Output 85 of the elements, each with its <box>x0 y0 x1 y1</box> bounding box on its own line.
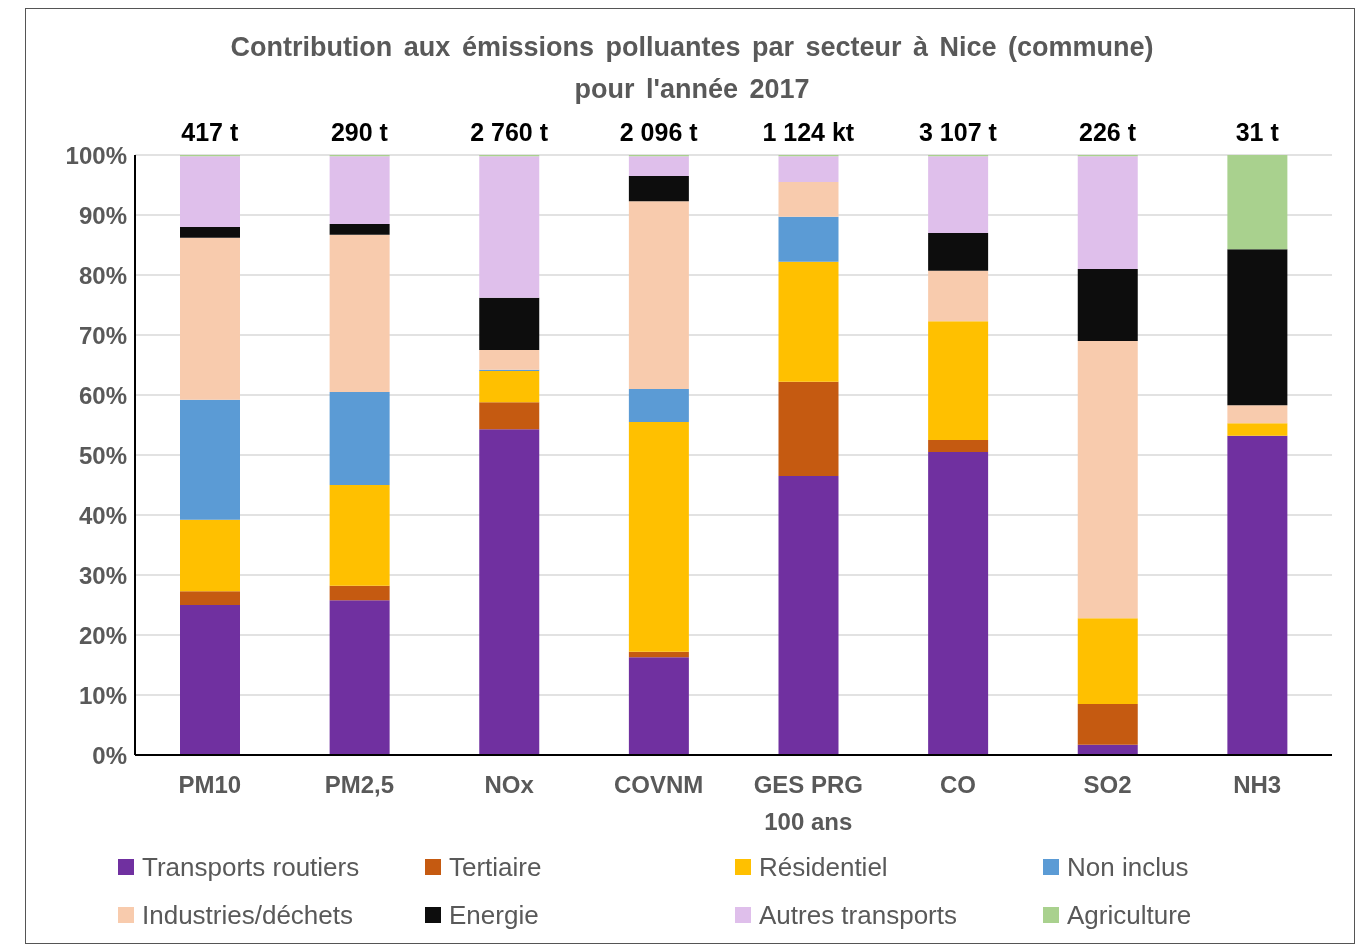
bar <box>479 156 540 298</box>
bar <box>778 476 839 755</box>
annotation: 226 t <box>1079 118 1137 146</box>
annotation: 2 096 t <box>619 118 699 146</box>
bar <box>329 156 390 224</box>
bar <box>479 371 540 403</box>
bar <box>479 402 540 430</box>
legend-label: Energie <box>448 899 540 930</box>
y-tick-label: 40% <box>78 501 127 529</box>
bar <box>1077 156 1138 269</box>
bar <box>1227 423 1288 436</box>
bar <box>1077 341 1138 619</box>
bar <box>628 389 689 422</box>
bar <box>928 270 989 322</box>
bar <box>329 234 390 392</box>
y-tick-label: 60% <box>78 381 127 409</box>
annotation: 417 t <box>181 118 239 146</box>
y-tick-label: 10% <box>78 681 127 709</box>
bar <box>628 651 689 658</box>
bar <box>329 600 390 755</box>
bar <box>1077 618 1138 704</box>
bar <box>928 233 989 271</box>
bar <box>1077 269 1138 341</box>
legend-label: Agriculture <box>1066 899 1193 930</box>
bar <box>1227 435 1288 755</box>
x-tick-label: PM2,5 <box>324 771 395 798</box>
annotation: 31 t <box>1235 118 1280 146</box>
y-tick-label: 0% <box>92 741 127 769</box>
x-tick-label: CO <box>939 771 976 798</box>
chart-title: Contribution aux émissions polluantes par secteur à Nice (commune) pour l'année 2017 <box>229 31 1155 106</box>
bar <box>180 156 240 227</box>
y-tick-label: 50% <box>78 441 127 469</box>
bar <box>180 399 240 520</box>
annotation: 2 760 t <box>470 118 549 146</box>
x-tick-label: GES PRG 100 ans <box>753 771 863 835</box>
bar <box>1077 704 1138 745</box>
legend-label: Transports routiers <box>141 851 361 882</box>
bar <box>329 485 390 586</box>
bar <box>928 156 989 233</box>
legend-label: Non inclus <box>1066 851 1190 882</box>
legend-label: Résidentiel <box>758 851 889 882</box>
y-tick-label: 20% <box>78 621 127 649</box>
x-tick-label: NH3 <box>1233 771 1282 798</box>
annotation: 1 124 kt <box>762 118 855 146</box>
bar <box>180 591 240 605</box>
bar <box>329 392 390 485</box>
bar <box>628 176 689 202</box>
x-tick-label: SO2 <box>1083 771 1132 798</box>
bar <box>180 519 240 592</box>
bar <box>479 350 540 370</box>
y-tick-label: 90% <box>78 201 127 229</box>
legend-label: Autres transports <box>758 899 958 930</box>
x-tick-label: NOx <box>484 771 535 798</box>
bar <box>778 381 839 476</box>
bar <box>180 237 240 400</box>
bar <box>928 321 989 440</box>
bar <box>1227 405 1288 424</box>
x-tick-label: COVNM <box>614 771 704 798</box>
bar <box>778 156 839 182</box>
bar <box>329 224 390 235</box>
bar <box>628 657 689 755</box>
bar <box>479 429 540 755</box>
bar <box>628 156 689 176</box>
annotation: 3 107 t <box>919 118 998 146</box>
bar <box>928 452 989 755</box>
bar <box>778 216 839 262</box>
bar <box>1227 249 1288 406</box>
y-tick-label: 80% <box>78 261 127 289</box>
legend-label: Industries/déchets <box>141 899 354 930</box>
x-tick-label: PM10 <box>178 771 242 798</box>
annotation: 290 t <box>330 118 389 146</box>
bar <box>329 585 390 601</box>
y-tick-label: 30% <box>78 561 127 589</box>
bar <box>628 422 689 652</box>
bar <box>1227 155 1288 250</box>
legend-label: Tertiaire <box>448 851 543 882</box>
y-tick-label: 70% <box>78 321 127 349</box>
bar <box>778 261 839 382</box>
bar <box>628 201 689 389</box>
bar <box>928 440 989 452</box>
bar <box>180 227 240 238</box>
bar <box>479 297 540 350</box>
y-tick-label: 100% <box>65 141 127 169</box>
bar <box>778 182 839 217</box>
bar <box>180 605 240 755</box>
